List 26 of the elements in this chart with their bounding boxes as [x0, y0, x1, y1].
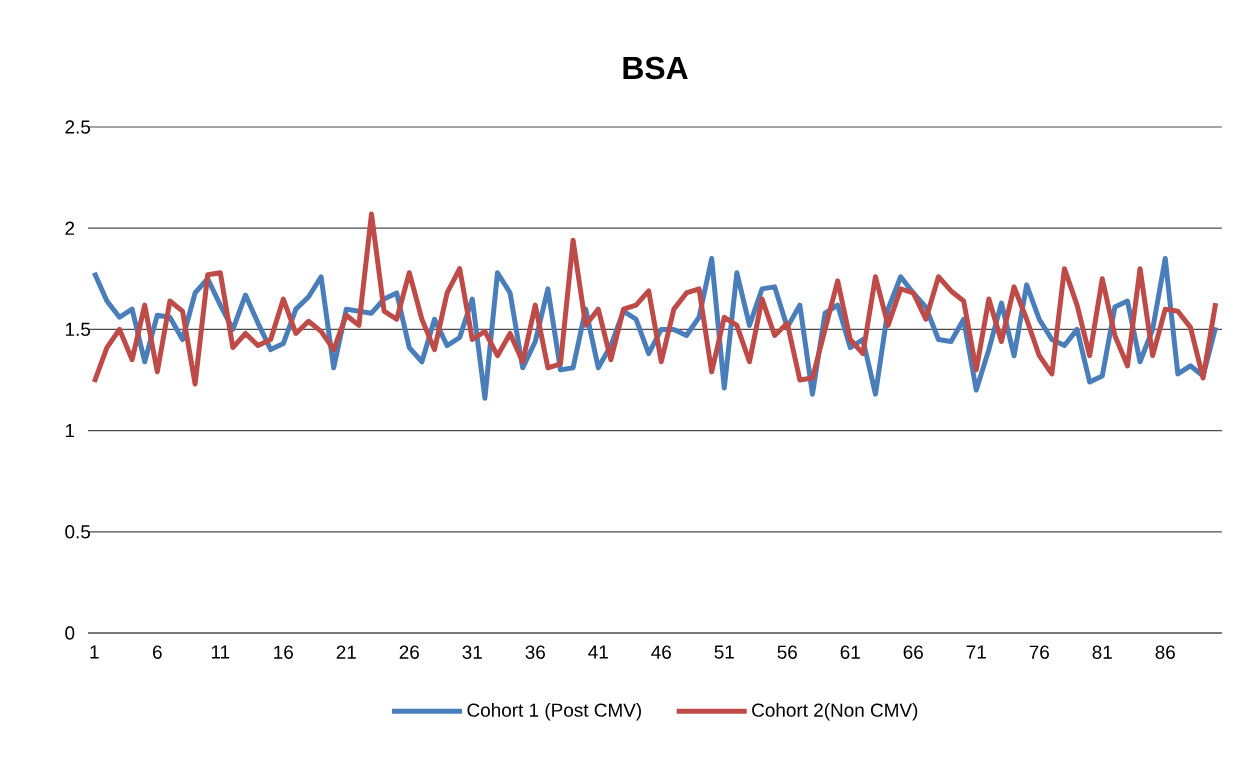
x-tick-label: 26: [399, 645, 419, 659]
x-tick-label: 41: [588, 645, 608, 659]
chart-title: BSA: [623, 56, 688, 80]
legend-label: Cohort 2(Non CMV): [752, 702, 918, 721]
y-tick-label: 0.5: [65, 525, 91, 539]
x-tick-label: 56: [777, 645, 797, 659]
x-tick-label: 31: [462, 645, 482, 659]
y-tick-label: 2.5: [65, 120, 91, 134]
x-tick-label: 76: [1029, 645, 1049, 659]
x-tick-label: 46: [651, 645, 671, 659]
y-tick-label: 2: [65, 221, 75, 235]
x-tick-label: 11: [211, 645, 230, 659]
x-tick-label: 61: [840, 645, 860, 659]
x-tick-label: 36: [525, 645, 545, 659]
y-tick-label: 1: [65, 424, 75, 438]
x-tick-label: 71: [966, 645, 986, 659]
x-tick-label: 81: [1092, 645, 1112, 659]
legend-label: Cohort 1 (Post CMV): [467, 702, 641, 721]
y-tick-label: 1.5: [65, 322, 91, 336]
x-tick-label: 16: [274, 645, 293, 659]
x-tick-label: 6: [153, 645, 162, 659]
x-tick-label: 86: [1155, 645, 1175, 659]
x-tick-label: 21: [336, 645, 356, 659]
x-tick-label: 66: [903, 645, 923, 659]
x-tick-label: 51: [714, 645, 734, 659]
y-tick-label: 0: [65, 626, 75, 640]
